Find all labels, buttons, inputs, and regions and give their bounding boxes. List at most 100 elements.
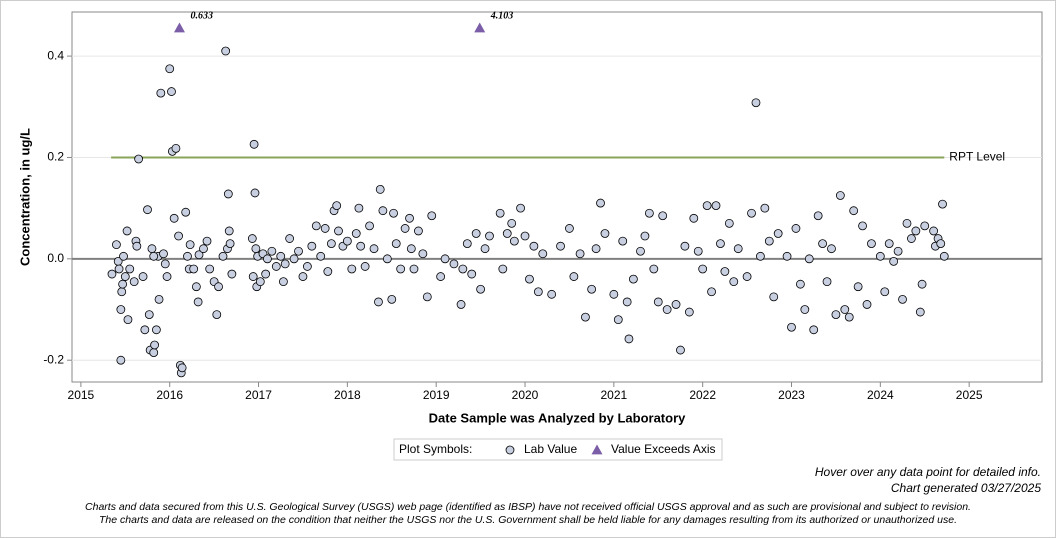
data-point <box>365 221 374 231</box>
data-point <box>174 231 183 241</box>
data-point <box>507 218 517 228</box>
data-point <box>183 251 192 261</box>
data-point <box>920 221 930 231</box>
data-point <box>907 234 916 243</box>
data-point <box>929 226 939 236</box>
data-point <box>409 264 419 274</box>
data-point <box>138 272 148 281</box>
data-point <box>915 307 925 317</box>
data-point <box>689 213 699 223</box>
data-point <box>400 224 410 233</box>
data-point <box>193 297 203 307</box>
data-point <box>893 246 903 256</box>
data-point <box>581 312 590 322</box>
data-point <box>227 269 237 279</box>
data-point <box>160 259 170 269</box>
data-point <box>125 264 135 274</box>
data-point <box>134 154 144 164</box>
x-tick-label: 2020 <box>512 388 539 402</box>
data-point <box>167 87 176 96</box>
data-point <box>165 64 175 74</box>
data-point <box>120 272 130 281</box>
data-point <box>375 184 385 194</box>
data-point <box>596 198 605 208</box>
data-point <box>116 305 126 314</box>
data-point <box>831 310 841 319</box>
data-point <box>214 282 223 292</box>
data-point <box>835 191 845 200</box>
data-point <box>140 325 150 335</box>
legend-title: Plot Symbols: <box>399 442 472 456</box>
disclaimer: The charts and data are released on the … <box>99 514 957 526</box>
data-point <box>733 244 743 254</box>
note: Hover over any data point for detailed i… <box>815 465 1041 479</box>
data-point <box>653 297 663 307</box>
data-point <box>427 211 437 221</box>
data-point <box>405 213 414 223</box>
data-point <box>129 277 139 287</box>
data-point <box>547 289 557 299</box>
data-point <box>680 241 690 251</box>
data-point <box>117 287 127 297</box>
legend-marker <box>591 444 603 455</box>
data-point <box>144 310 154 319</box>
data-point <box>177 363 187 373</box>
data-point <box>342 236 352 246</box>
x-tick-label: 2023 <box>778 388 805 402</box>
y-axis-label: Concentration, in ug/L <box>17 128 32 266</box>
data-point <box>271 262 281 271</box>
data-point <box>436 272 446 281</box>
data-point <box>698 264 708 274</box>
data-point <box>294 246 303 256</box>
legend-marker <box>505 445 515 455</box>
data-point <box>939 251 949 261</box>
data-point <box>191 282 201 292</box>
data-point <box>818 239 827 249</box>
data-point <box>600 229 610 238</box>
data-point <box>118 279 128 289</box>
data-point <box>867 239 876 249</box>
exceed-label: 4.103 <box>490 10 514 21</box>
data-point <box>644 208 654 218</box>
data-point <box>458 264 468 274</box>
exceed-marker <box>474 22 486 33</box>
data-point <box>742 272 752 281</box>
x-tick-label: 2017 <box>245 388 272 402</box>
data-point <box>565 224 574 233</box>
data-point <box>917 279 927 289</box>
data-point <box>760 203 770 213</box>
data-point <box>223 189 233 199</box>
data-point <box>189 264 199 274</box>
data-point <box>791 224 801 233</box>
data-point <box>911 226 921 236</box>
data-point <box>248 272 258 281</box>
legend-label: Lab Value <box>524 442 577 456</box>
x-tick-label: 2021 <box>600 388 627 402</box>
data-point <box>622 297 632 307</box>
data-point <box>320 224 330 233</box>
x-tick-label: 2015 <box>68 388 95 402</box>
data-point <box>112 240 121 250</box>
data-point <box>471 229 481 238</box>
data-point <box>149 251 159 261</box>
note: Chart generated 03/27/2025 <box>891 481 1041 495</box>
data-point <box>844 312 854 322</box>
plot-area <box>71 11 1043 383</box>
data-point <box>147 244 157 254</box>
data-point <box>250 188 260 198</box>
data-point <box>114 264 124 274</box>
data-point <box>150 340 160 350</box>
data-point <box>800 305 810 314</box>
data-point <box>406 244 416 254</box>
data-point <box>862 300 872 309</box>
data-point <box>374 297 383 307</box>
data-point <box>795 279 805 289</box>
data-point <box>396 264 406 274</box>
data-point <box>889 256 899 266</box>
legend-label: Value Exceeds Axis <box>611 442 716 456</box>
data-point <box>199 244 208 254</box>
data-point <box>382 254 392 264</box>
data-point <box>261 269 271 279</box>
y-tick-label: 0.2 <box>47 150 64 164</box>
data-point <box>156 88 166 98</box>
